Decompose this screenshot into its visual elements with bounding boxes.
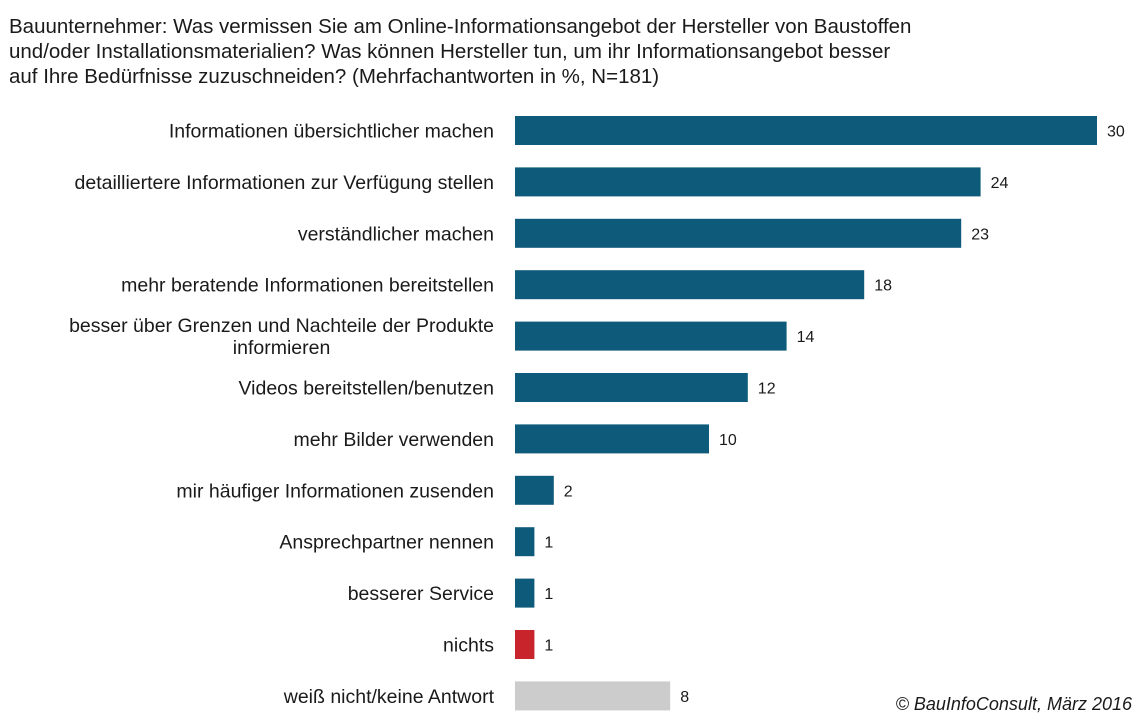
bar: [515, 630, 535, 659]
category-label: detailliertere Informationen zur Verfügu…: [75, 172, 495, 194]
data-label: 30: [1107, 124, 1125, 141]
data-label: 1: [544, 638, 553, 655]
category-label: besserer Service: [348, 583, 494, 605]
bar: [515, 218, 962, 248]
bar: [515, 373, 748, 402]
category-label: mir häufiger Informationen zusenden: [176, 480, 494, 502]
bar: [515, 578, 535, 608]
category-label: Informationen übersichtlicher machen: [169, 121, 494, 143]
source-prefix: © BauInfoConsult,: [895, 694, 1047, 714]
category-label: nichts: [443, 635, 494, 657]
bar: [515, 116, 1097, 145]
source-date: März 2016: [1046, 694, 1132, 714]
data-label: 1: [544, 535, 553, 552]
bar: [515, 424, 709, 454]
data-label: 12: [758, 381, 776, 398]
data-label: 2: [564, 483, 573, 500]
bar: [515, 527, 535, 557]
bar: [515, 681, 671, 711]
data-label: 24: [991, 175, 1009, 192]
bar: [515, 475, 554, 505]
bar: [515, 167, 981, 197]
category-label: Ansprechpartner nennen: [279, 532, 494, 554]
data-label: 10: [719, 432, 737, 449]
category-label: verständlicher machen: [298, 223, 494, 245]
chart-title: Bauunternehmer: Was vermissen Sie am Onl…: [9, 15, 912, 88]
data-label: 23: [971, 226, 989, 243]
category-label: weiß nicht/keine Antwort: [283, 686, 495, 708]
data-label: 14: [797, 329, 815, 346]
data-label: 18: [874, 278, 892, 295]
category-label: mehr Bilder verwenden: [293, 429, 494, 451]
category-label: mehr beratende Informationen bereitstell…: [121, 275, 494, 297]
bar: [515, 321, 787, 351]
category-label: Videos bereitstellen/benutzen: [239, 378, 495, 400]
data-label: 8: [680, 689, 689, 706]
data-label: 1: [544, 586, 553, 603]
bar: [515, 270, 865, 300]
category-label: besser über Grenzen und Nachteile der Pr…: [69, 315, 494, 359]
source-note: © BauInfoConsult, März 2016: [896, 694, 1132, 715]
